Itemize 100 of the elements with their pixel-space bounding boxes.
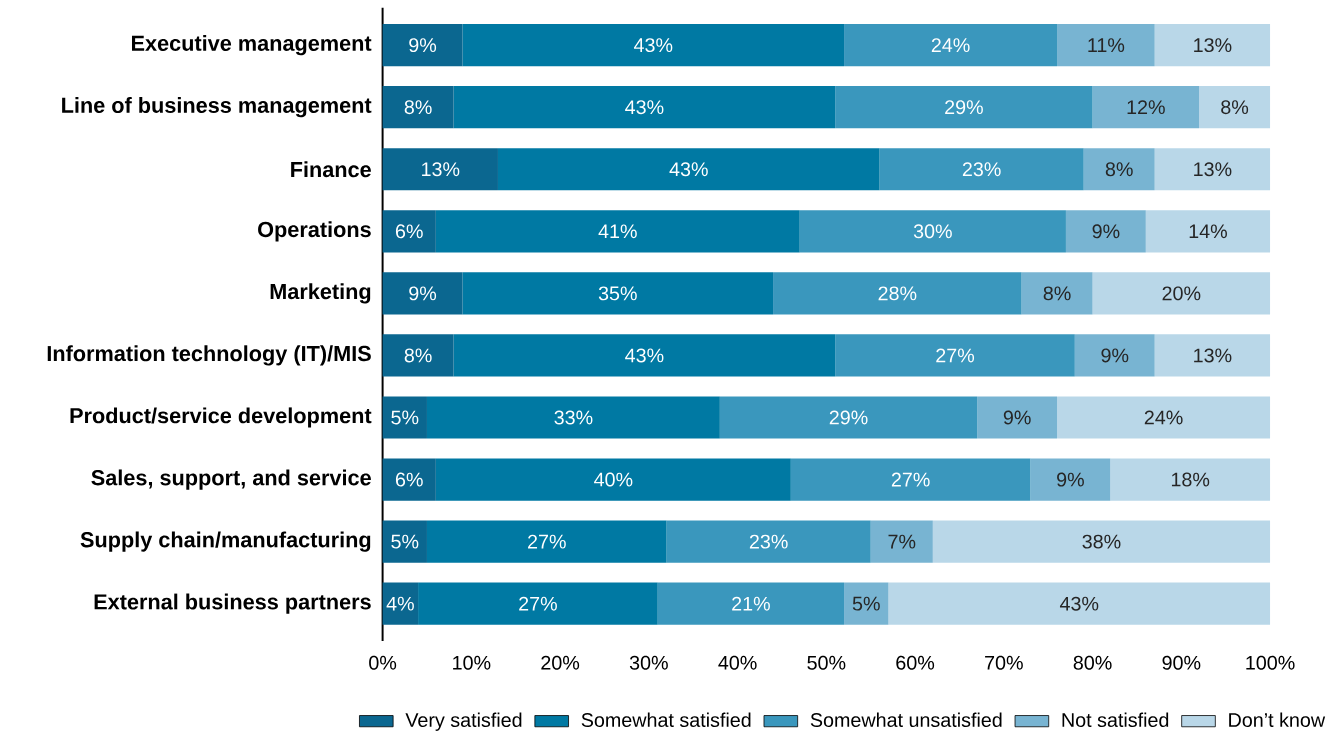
bar (382, 582, 419, 625)
data-label: 23% (749, 534, 788, 549)
bar (1154, 24, 1271, 67)
x-tick-label: 40% (718, 655, 757, 670)
bar (666, 520, 871, 563)
data-label: 13% (1194, 38, 1232, 53)
data-label: 21% (732, 596, 770, 611)
data-label: 12% (1127, 100, 1165, 115)
bar (497, 148, 880, 191)
data-label: 6% (395, 224, 423, 239)
bar (426, 396, 720, 439)
data-label: 28% (878, 286, 917, 301)
data-label: 13% (1194, 162, 1232, 177)
data-label: 8% (404, 100, 432, 115)
data-label: 8% (1221, 100, 1249, 115)
x-tick-label: 10% (453, 655, 491, 670)
y-tick-label: External business partners (94, 593, 371, 614)
legend-label: Not satisfied (1062, 712, 1169, 728)
data-label: 43% (625, 348, 664, 363)
data-label: 5% (852, 596, 880, 611)
y-tick-label: Executive management (132, 35, 372, 56)
bar (382, 334, 454, 377)
x-tick-label: 60% (896, 655, 935, 670)
bar (382, 520, 427, 563)
x-tick-label: 0% (369, 655, 397, 670)
bar (382, 458, 436, 501)
y-tick-label: Product/service development (70, 407, 372, 428)
bar (657, 582, 845, 625)
data-label: 20% (1162, 286, 1201, 301)
bar (1065, 210, 1146, 253)
bar (790, 458, 1031, 501)
bar (453, 86, 836, 129)
data-label: 27% (891, 472, 930, 487)
bar (1110, 458, 1271, 501)
bar (1074, 334, 1155, 377)
y-tick-label: Supply chain/manufacturing (80, 531, 371, 552)
data-label: 8% (404, 348, 432, 363)
x-tick-label: 20% (541, 655, 580, 670)
bar (1145, 210, 1271, 253)
bar (382, 86, 454, 129)
data-label: 40% (594, 472, 633, 487)
y-tick-label: Marketing (270, 283, 371, 304)
data-label: 8% (1043, 286, 1071, 301)
x-tick-label: 50% (807, 655, 846, 670)
bar (453, 334, 836, 377)
bar (879, 148, 1084, 191)
bar (418, 582, 658, 625)
bar (462, 272, 774, 315)
bar (719, 396, 978, 439)
data-label: 11% (1088, 38, 1125, 53)
data-label: 5% (391, 410, 419, 425)
bar (888, 582, 1271, 625)
bar (1057, 396, 1271, 439)
data-label: 43% (1059, 596, 1099, 611)
bar (435, 458, 791, 501)
data-label: 9% (1092, 224, 1120, 239)
data-label: 43% (669, 162, 708, 177)
bar (870, 520, 933, 563)
bar (1021, 272, 1093, 315)
data-label: 5% (391, 534, 419, 549)
bar (382, 272, 463, 315)
data-label: 7% (888, 534, 916, 549)
x-tick-label: 80% (1073, 655, 1112, 670)
bar (1154, 334, 1271, 377)
data-label: 18% (1171, 472, 1210, 487)
bar (773, 272, 1022, 315)
x-tick-label: 100% (1246, 655, 1295, 670)
data-label: 13% (1194, 348, 1232, 363)
data-label: 27% (528, 534, 566, 549)
bar (382, 148, 498, 191)
data-label: 38% (1082, 534, 1121, 549)
bar (382, 24, 463, 67)
data-label: 33% (554, 410, 593, 425)
data-label: 29% (945, 100, 983, 115)
data-label: 8% (1105, 162, 1133, 177)
bar (977, 396, 1058, 439)
bar (835, 334, 1075, 377)
y-tick-label: Line of business management (62, 97, 372, 118)
y-tick-label: Finance (291, 161, 371, 178)
data-label: 29% (829, 410, 868, 425)
bar (426, 520, 667, 563)
x-tick-label: 90% (1162, 655, 1201, 670)
data-label: 9% (1057, 472, 1084, 487)
bar (1154, 148, 1271, 191)
data-label: 43% (625, 100, 664, 115)
data-label: 27% (519, 596, 557, 611)
data-label: 4% (386, 596, 414, 611)
data-label: 43% (634, 38, 673, 53)
legend-label: Very satisfied (405, 712, 522, 732)
data-label: 9% (1101, 348, 1129, 363)
legend-label: Don’t know (1229, 712, 1326, 728)
data-label: 24% (1144, 410, 1183, 425)
bar (1199, 86, 1271, 129)
data-label: 9% (409, 286, 437, 301)
legend-label: Somewhat unsatisfied (810, 712, 1002, 728)
x-tick-label: 30% (629, 655, 668, 670)
data-label: 30% (913, 224, 952, 239)
data-label: 14% (1189, 224, 1227, 239)
bar (844, 582, 889, 625)
bar (1092, 272, 1271, 315)
